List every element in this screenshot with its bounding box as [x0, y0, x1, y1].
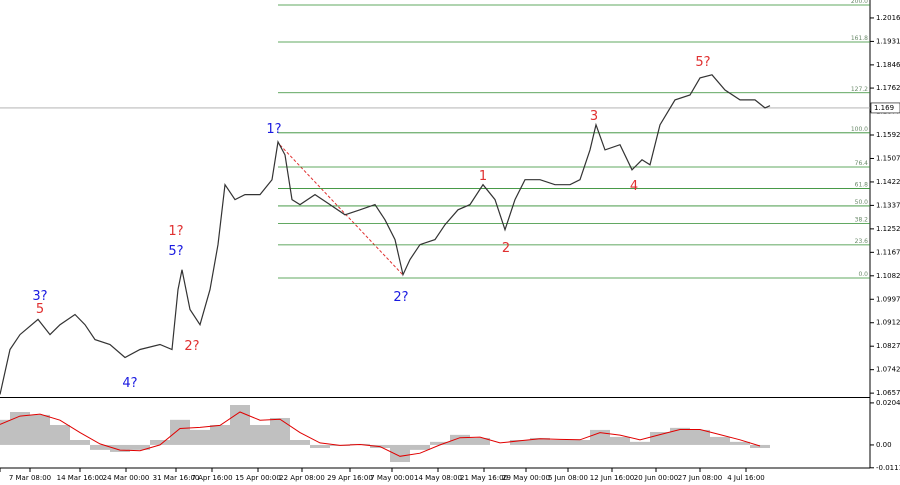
y-tick-label: 0.00	[876, 441, 892, 449]
histogram-bar	[290, 440, 310, 445]
x-tick-label: 24 Mar 00:00	[103, 474, 150, 482]
histogram-bar	[50, 424, 70, 445]
wave-label: 3	[590, 109, 598, 124]
histogram-bar	[690, 429, 710, 445]
histogram-bar	[0, 419, 10, 445]
x-tick-label: 14 Mar 16:00	[57, 474, 104, 482]
wave-label: 2	[502, 241, 510, 256]
fib-label: 161.8	[851, 35, 868, 42]
wave-label: 1?	[168, 224, 183, 239]
histogram-bar	[450, 434, 470, 445]
x-tick-label: 7 May 00:00	[370, 474, 414, 482]
histogram-bar	[470, 437, 490, 445]
y-tick-label: 1.1167	[876, 248, 900, 256]
x-tick-label: 7 Apr 16:00	[191, 474, 232, 482]
x-tick-label: 22 Apr 08:00	[279, 474, 325, 482]
wave-label: 1?	[266, 122, 281, 137]
fib-label: 76.4	[855, 160, 869, 167]
wave-label: 4?	[122, 376, 137, 391]
histogram-bar	[630, 441, 650, 445]
last-price-box	[870, 102, 900, 114]
histogram-bar	[570, 440, 590, 445]
x-tick-label: 29 Apr 16:00	[327, 474, 373, 482]
histogram-bar	[110, 444, 130, 452]
histogram-bar	[430, 441, 450, 445]
histogram-bar	[390, 444, 410, 463]
x-tick-label: 4 Jul 16:00	[727, 474, 765, 482]
wave-label: 5	[36, 302, 44, 317]
histogram-bar	[90, 444, 110, 450]
y-tick-label: 1.1592	[876, 131, 900, 139]
y-tick-label: 1.1762	[876, 84, 900, 92]
histogram-bar	[230, 405, 250, 445]
histogram-bar	[650, 431, 670, 445]
wave-label: 1	[479, 169, 487, 184]
histogram-bar	[150, 440, 170, 445]
last-price-label: 1.169	[874, 104, 894, 112]
y-tick-label: 1.1337	[876, 201, 900, 209]
y-tick-label: 1.0997	[876, 295, 900, 303]
histogram-bar	[530, 437, 550, 445]
price-line	[0, 74, 771, 395]
y-tick-label: 1.1252	[876, 225, 900, 233]
histogram-bar	[30, 414, 50, 445]
x-tick-label: 29 May 00:00	[502, 474, 550, 482]
x-tick-label: 7 Mar 08:00	[9, 474, 51, 482]
histogram-bar	[410, 444, 430, 450]
histogram-bar	[130, 444, 150, 450]
fib-label: 0.0	[858, 271, 868, 278]
fib-label: 23.6	[855, 238, 869, 245]
y-tick-label: 1.0912	[876, 319, 900, 327]
wave-label: 5?	[695, 55, 710, 70]
histogram-bar	[710, 436, 730, 445]
y-tick-label: 0.02042	[876, 399, 900, 407]
y-tick-label: 1.1507	[876, 154, 900, 162]
fib-label: 38.2	[855, 216, 869, 223]
wave-label: 2?	[184, 339, 199, 354]
histogram-bar	[250, 424, 270, 445]
wave-label: 2?	[393, 290, 408, 305]
fib-label: 127.2	[851, 86, 868, 93]
y-tick-label: 1.0827	[876, 342, 900, 350]
y-tick-label: 1.1422	[876, 178, 900, 186]
fib-label: 61.8	[855, 182, 869, 189]
wave-label: 5?	[168, 244, 183, 259]
histogram-bar	[310, 444, 330, 449]
x-tick-label: 31 Mar 16:00	[153, 474, 200, 482]
histogram-bar	[730, 441, 750, 445]
x-tick-label: 15 Apr 00:00	[235, 474, 281, 482]
y-tick-label: -0.0111	[876, 464, 900, 472]
histogram-bar	[190, 429, 210, 445]
histogram-bar	[670, 427, 690, 445]
fib-label: 50.0	[855, 199, 869, 206]
x-tick-label: 5 Jun 08:00	[548, 474, 588, 482]
histogram-bar	[510, 440, 530, 445]
y-tick-label: 1.0657	[876, 389, 900, 397]
signal-line	[0, 411, 761, 457]
histogram-bar	[10, 412, 30, 445]
y-tick-label: 1.1082	[876, 272, 900, 280]
y-tick-label: 1.0742	[876, 366, 900, 374]
fib-label: 100.0	[851, 126, 868, 133]
wave-label: 3?	[32, 289, 47, 304]
histogram-bar	[70, 440, 90, 445]
histogram-bar	[750, 444, 770, 449]
x-tick-label: 20 Jun 00:00	[634, 474, 678, 482]
histogram-bar	[210, 424, 230, 445]
histogram-bar	[610, 436, 630, 445]
x-tick-label: 21 May 16:00	[460, 474, 508, 482]
histogram-bar	[550, 440, 570, 445]
y-tick-label: 1.1931	[876, 37, 900, 45]
x-tick-label: 14 May 08:00	[414, 474, 462, 482]
histogram-bar	[170, 419, 190, 445]
y-tick-label: 1.2016	[876, 14, 900, 22]
histogram-bar	[270, 417, 290, 445]
x-tick-label: 27 Jun 08:00	[678, 474, 722, 482]
x-tick-label: 12 Jun 16:00	[590, 474, 634, 482]
fib-label: 200.0	[851, 0, 868, 5]
y-tick-label: 1.1846	[876, 61, 900, 69]
wave-label: 4	[630, 179, 638, 194]
